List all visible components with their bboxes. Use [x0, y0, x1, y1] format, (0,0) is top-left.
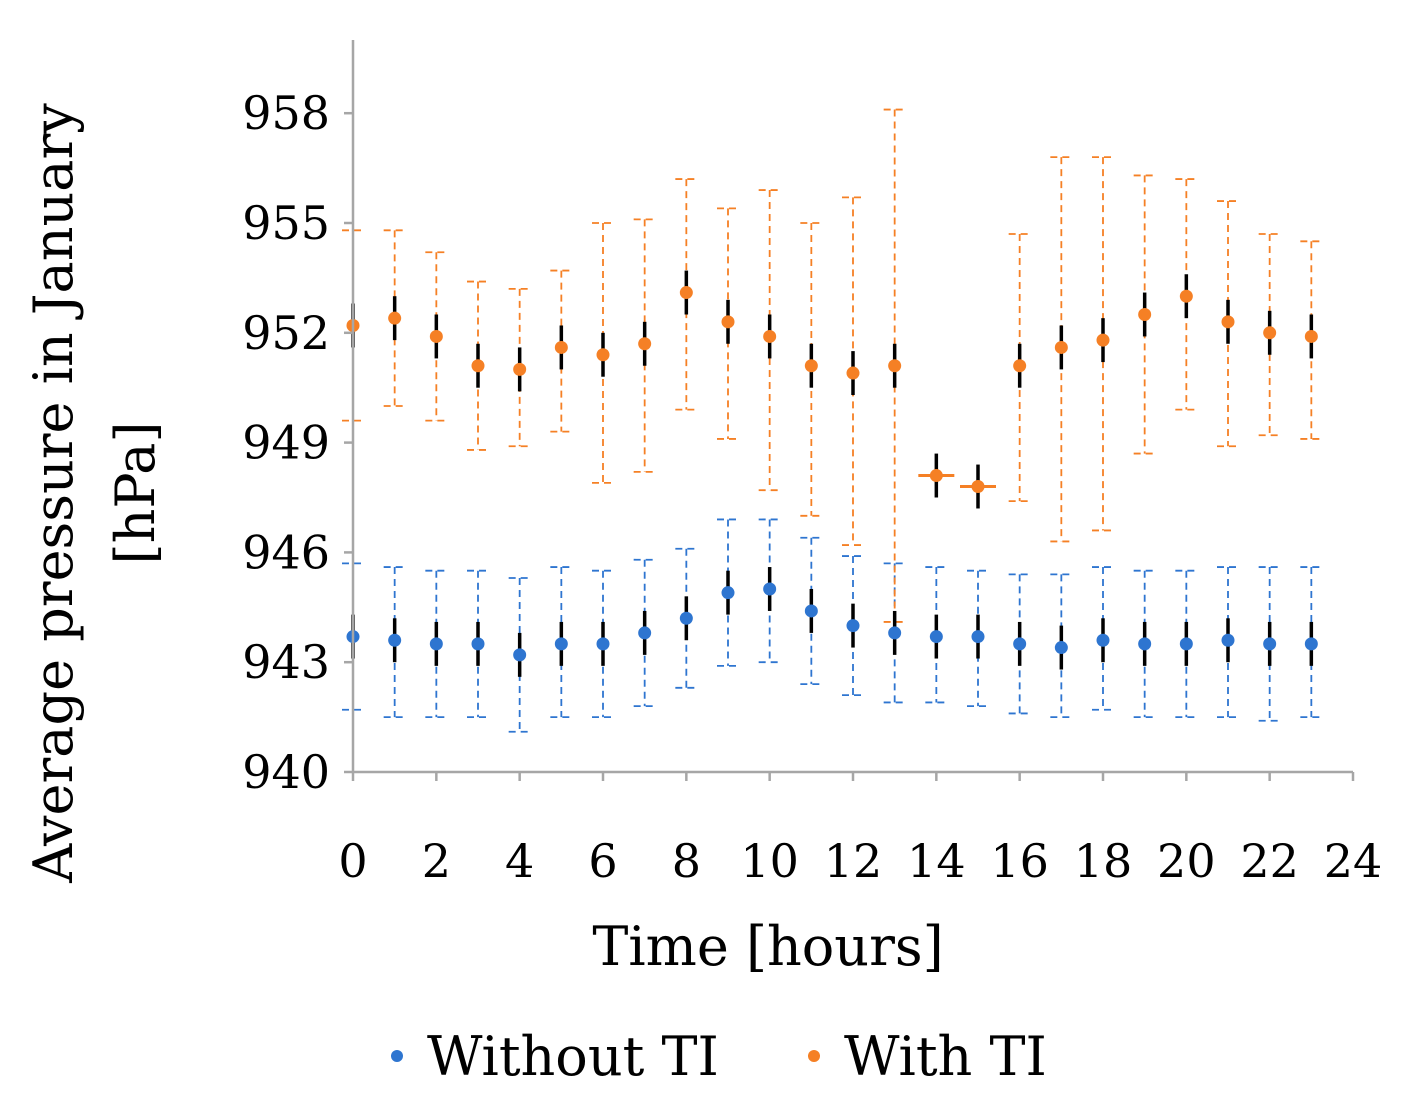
with-ti-point: [971, 480, 985, 494]
x-tick-label: 10: [740, 834, 799, 888]
x-tick-label: 8: [672, 834, 701, 888]
legend-item-without-ti: Without TI: [391, 1025, 719, 1088]
legend-marker-with-ti: [808, 1050, 820, 1062]
with-ti-point: [929, 469, 943, 483]
without-ti-point: [1096, 633, 1110, 647]
without-ti-point: [763, 582, 777, 596]
x-tick-label: 6: [588, 834, 617, 888]
without-ti-point: [1013, 637, 1027, 651]
x-tick-label: 18: [1074, 834, 1133, 888]
with-ti-point: [1096, 333, 1110, 347]
with-ti-point: [554, 340, 568, 354]
with-ti-point: [888, 359, 902, 373]
without-ti-point: [388, 633, 402, 647]
with-ti-point: [804, 359, 818, 373]
with-ti-point: [1013, 359, 1027, 373]
y-axis-title-line-1: Average pressure in January: [22, 103, 85, 884]
y-tick-label: 958: [242, 86, 330, 140]
x-tick-label: 20: [1157, 834, 1216, 888]
x-tick-label: 0: [338, 834, 367, 888]
without-ti-point: [471, 637, 485, 651]
legend: Without TI With TI: [391, 1025, 1047, 1088]
with-ti-point: [679, 286, 693, 300]
without-ti-point: [1263, 637, 1277, 651]
x-tick-label: 24: [1324, 834, 1383, 888]
without-ti-point: [846, 619, 860, 633]
with-ti-point: [1221, 315, 1235, 329]
x-tick-label: 14: [907, 834, 966, 888]
with-ti-point: [1179, 289, 1193, 303]
with-ti-point: [429, 329, 443, 343]
y-tick-label: 949: [242, 416, 330, 470]
with-ti-point: [596, 348, 610, 362]
without-ti-point: [929, 630, 943, 644]
with-ti-point: [513, 362, 527, 376]
without-ti-point: [804, 604, 818, 618]
without-ti-point: [1304, 637, 1318, 651]
with-ti-point: [763, 329, 777, 343]
with-ti-point: [388, 311, 402, 325]
without-ti-point: [429, 637, 443, 651]
with-ti-point: [1304, 329, 1318, 343]
without-ti-point: [554, 637, 568, 651]
legend-label-without-ti: Without TI: [427, 1025, 719, 1088]
with-ti-point: [721, 315, 735, 329]
legend-item-with-ti: With TI: [808, 1025, 1047, 1088]
without-ti-point: [888, 626, 902, 640]
y-tick-label: 955: [242, 196, 330, 250]
with-ti-point: [471, 359, 485, 373]
x-tick-label: 22: [1240, 834, 1299, 888]
with-ti-point: [638, 337, 652, 351]
without-ti-point: [1054, 641, 1068, 655]
without-ti-point: [971, 630, 985, 644]
with-ti-point: [846, 366, 860, 380]
without-ti-point: [679, 611, 693, 625]
y-tick-label: 943: [242, 635, 330, 689]
x-tick-label: 4: [505, 834, 534, 888]
legend-marker-without-ti: [391, 1050, 403, 1062]
x-axis-title: Time [hours]: [592, 915, 943, 978]
x-tick-label: 16: [990, 834, 1049, 888]
y-tick-label: 940: [242, 745, 330, 799]
x-tick-label: 2: [422, 834, 451, 888]
without-ti-point: [1221, 633, 1235, 647]
with-ti-point: [1054, 340, 1068, 354]
without-ti-point: [1138, 637, 1152, 651]
without-ti-point: [638, 626, 652, 640]
without-ti-point: [1179, 637, 1193, 651]
y-axis-title-group: Average pressure in January [hPa]: [22, 103, 167, 884]
with-ti-point: [1138, 308, 1152, 321]
legend-label-with-ti: With TI: [844, 1025, 1047, 1088]
y-tick-label: 946: [242, 525, 330, 579]
without-ti-point: [513, 648, 527, 662]
without-ti-point: [721, 586, 735, 600]
y-axis-title-line-2: [hPa]: [104, 421, 167, 564]
points-layer: [346, 286, 1318, 662]
x-tick-label: 12: [824, 834, 883, 888]
y-tick-label: 952: [242, 306, 330, 360]
without-ti-point: [596, 637, 610, 651]
with-ti-point: [1263, 326, 1277, 340]
